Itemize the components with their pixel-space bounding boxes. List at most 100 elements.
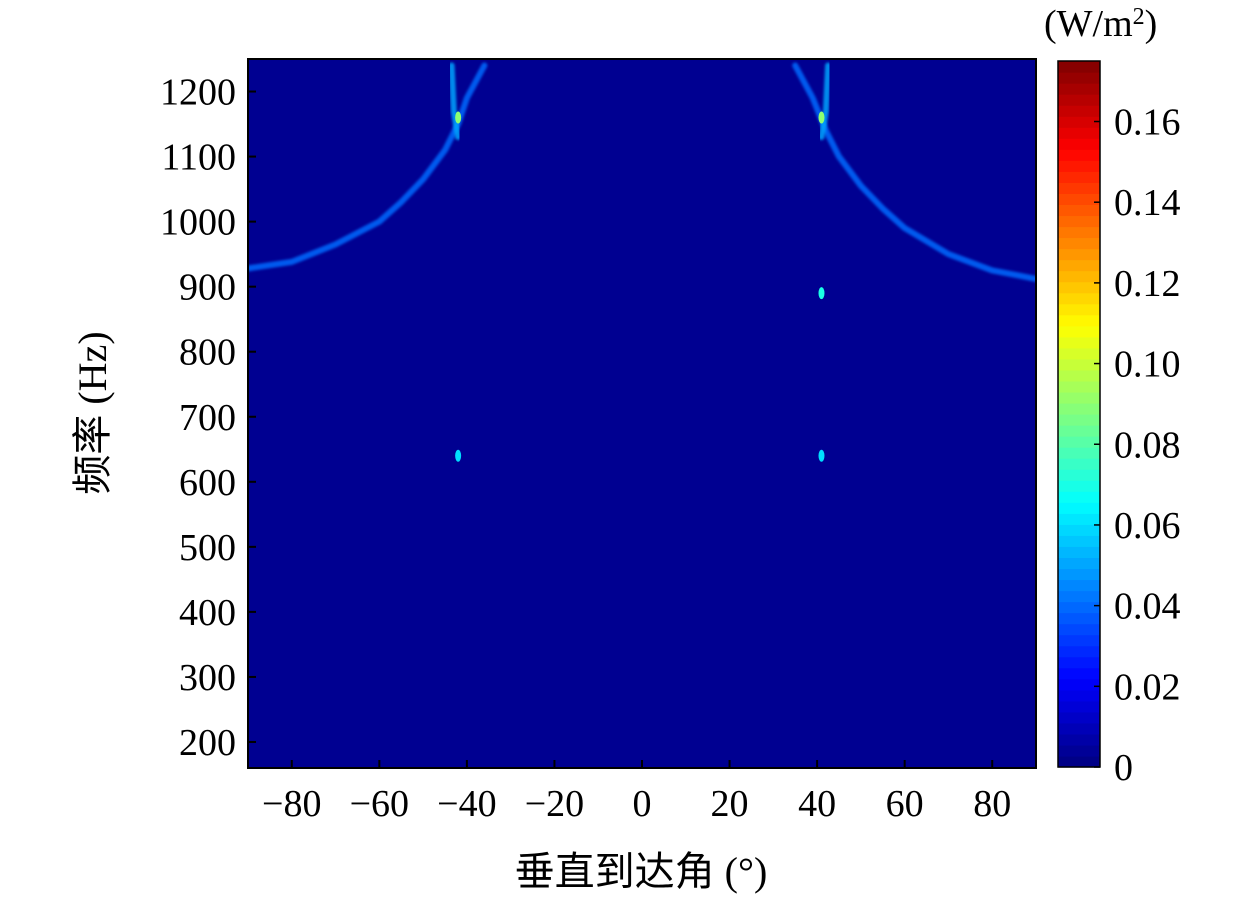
colorbar-segment — [1058, 105, 1100, 117]
colorbar-segment — [1058, 369, 1100, 382]
colorbar-segment — [1058, 590, 1100, 603]
y-tick-label: 800 — [179, 332, 236, 374]
colorbar-segment — [1058, 281, 1100, 294]
colorbar-segment — [1058, 237, 1100, 250]
colorbar-segment — [1058, 744, 1100, 757]
x-tick-label: −40 — [437, 783, 496, 825]
colorbar-segment — [1058, 414, 1100, 426]
colorbar-tick-label: 0.10 — [1114, 344, 1181, 386]
colorbar-segment — [1058, 645, 1100, 658]
colorbar-segment — [1058, 303, 1100, 316]
colorbar-tick-label: 0 — [1114, 747, 1133, 789]
colorbar-segment — [1058, 171, 1100, 183]
colorbar-segment — [1058, 755, 1100, 768]
colorbar-segment — [1058, 436, 1100, 448]
colorbar-title-prefix: (W/m — [1044, 3, 1133, 45]
colorbar-tick-label: 0.08 — [1114, 424, 1181, 466]
colorbar-segment — [1058, 689, 1100, 702]
x-axis-ticks: −80 −60 −40 −20 0 20 40 60 80 — [262, 760, 1011, 825]
colorbar-segment — [1058, 270, 1100, 283]
y-axis-ticks: 200 300 400 500 600 700 800 900 1000 1100 1200 — [160, 72, 256, 764]
colorbar-segment — [1058, 425, 1100, 437]
hotspot-10 — [818, 449, 825, 462]
x-tick-label: 40 — [798, 783, 836, 825]
colorbar-segment — [1058, 61, 1100, 73]
y-tick-label: 900 — [179, 267, 236, 309]
y-tick-label: 600 — [179, 462, 236, 504]
colorbar-segment — [1058, 336, 1100, 349]
hotspot-6 — [455, 111, 462, 124]
colorbar-segment — [1058, 347, 1100, 360]
colorbar-title-suffix: ) — [1145, 3, 1158, 45]
colorbar-tick-label: 0.14 — [1114, 182, 1181, 224]
colorbar-title: (W/m2) — [1044, 3, 1157, 45]
x-tick-label: −80 — [262, 783, 321, 825]
curve-2 — [248, 62, 488, 272]
colorbar-segment — [1058, 182, 1100, 194]
colorbar-border — [1057, 60, 1101, 768]
colorbar-segment — [1058, 612, 1100, 625]
colorbar-segment — [1058, 634, 1100, 647]
colorbar-tick-label: 0.06 — [1114, 505, 1181, 547]
colorbar-segment — [1058, 700, 1100, 713]
x-tick-label: 80 — [973, 783, 1011, 825]
colorbar-segment — [1058, 447, 1100, 459]
colorbar-segment — [1058, 480, 1100, 492]
y-tick-label: 700 — [179, 397, 236, 439]
x-axis-label: 垂直到达角 (°) — [515, 849, 768, 894]
colorbar-segment — [1058, 502, 1100, 514]
plot-background — [248, 59, 1036, 768]
colorbar-segment — [1058, 358, 1100, 371]
colorbar-segment — [1058, 138, 1100, 150]
y-tick-label: 300 — [179, 657, 236, 699]
colorbar-segment — [1058, 722, 1100, 735]
y-tick-label: 1000 — [160, 202, 236, 244]
curve-5 — [818, 62, 832, 141]
colorbar-title-sup: 2 — [1133, 4, 1145, 30]
colorbar-segment — [1058, 292, 1100, 305]
heatmap-features — [248, 62, 1036, 768]
hotspot-9 — [455, 449, 462, 462]
heatmap-background — [248, 59, 1036, 768]
colorbar-segment — [1058, 248, 1100, 261]
colorbar-segment — [1058, 546, 1100, 559]
colorbar-segment — [1058, 127, 1100, 139]
colorbar-tick-label: 0.16 — [1114, 102, 1181, 144]
y-tick-label: 1200 — [160, 72, 236, 114]
colorbar: 0 0.02 0.04 0.06 0.08 0.10 0.12 0.14 0.16 — [1057, 60, 1181, 789]
curve-3 — [448, 62, 462, 141]
colorbar-segment — [1058, 259, 1100, 272]
colorbar-segment — [1058, 83, 1100, 95]
colorbar-segment — [1058, 678, 1100, 691]
hotspot-7 — [818, 111, 825, 124]
colorbar-segment — [1058, 314, 1100, 327]
x-tick-label: −20 — [525, 783, 584, 825]
colorbar-segment — [1058, 391, 1100, 404]
colorbar-segment — [1058, 513, 1100, 525]
colorbar-segment — [1058, 667, 1100, 680]
colorbar-tick-label: 0.04 — [1114, 586, 1181, 628]
colorbar-segment — [1058, 469, 1100, 481]
colorbar-segment — [1058, 623, 1100, 636]
colorbar-segment — [1058, 204, 1100, 217]
colorbar-segment — [1058, 116, 1100, 128]
y-tick-label: 200 — [179, 722, 236, 764]
colorbar-segment — [1058, 193, 1100, 206]
colorbar-segment — [1058, 72, 1100, 84]
y-tick-label: 500 — [179, 527, 236, 569]
x-tick-label: 20 — [711, 783, 749, 825]
colorbar-segment — [1058, 656, 1100, 669]
colorbar-segment — [1058, 94, 1100, 106]
y-tick-label: 400 — [179, 592, 236, 634]
colorbar-segment — [1058, 402, 1100, 415]
colorbar-segment — [1058, 458, 1100, 470]
x-tick-label: 60 — [886, 783, 924, 825]
x-tick-label: −60 — [350, 783, 409, 825]
colorbar-segment — [1058, 557, 1100, 570]
colorbar-segment — [1058, 215, 1100, 228]
y-tick-label: 1100 — [161, 137, 236, 179]
colorbar-segment — [1058, 149, 1100, 161]
colorbar-segment — [1058, 568, 1100, 581]
colorbar-segment — [1058, 711, 1100, 724]
